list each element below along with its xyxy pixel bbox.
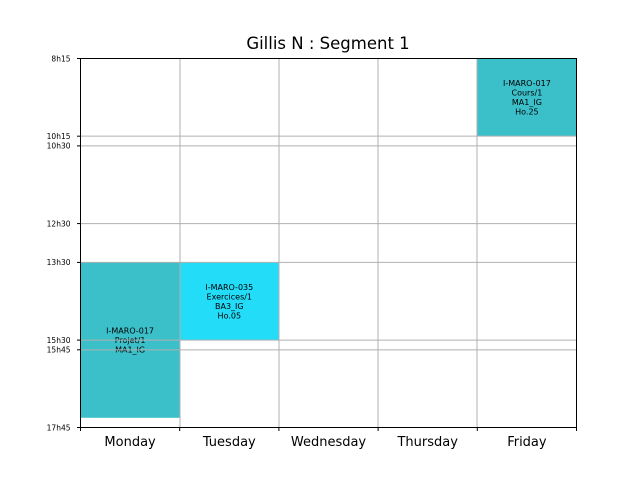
event-rect: [477, 58, 577, 137]
events-layer: I-MARO-017Cours/1MA1_IGHo.25I-MARO-017Pr…: [80, 58, 577, 418]
event-label-line: I-MARO-017: [106, 327, 154, 336]
x-axis: Monday Tuesday Wednesday Thursday Friday: [80, 427, 577, 450]
event-label-line: Ho.25: [515, 108, 539, 117]
event-label-line: Ho.05: [218, 312, 242, 321]
y-tick-label: 12h30: [47, 219, 71, 228]
y-tick-label: 10h30: [47, 142, 71, 151]
y-tick-label: 8h15: [51, 54, 70, 63]
y-tick-label: 17h45: [47, 423, 71, 432]
y-tick-label: 10h15: [47, 132, 71, 141]
plot-frame: [80, 58, 577, 428]
event-rect: [179, 262, 279, 341]
event-label-line: Cours/1: [512, 89, 543, 98]
x-tick-label-thursday: Thursday: [396, 435, 458, 450]
event-label-line: BA3_IG: [215, 302, 244, 311]
x-tick-label-monday: Monday: [104, 435, 156, 450]
event-label-line: I-MARO-017: [503, 79, 551, 88]
event-label-line: I-MARO-035: [205, 283, 253, 292]
y-tick-label: 13h30: [47, 258, 71, 267]
y-tick-label: 15h30: [47, 336, 71, 345]
y-tick-label: 15h45: [47, 346, 71, 355]
chart-title: Gillis N : Segment 1: [246, 34, 409, 53]
event-label-line: MA1_IG: [512, 98, 542, 107]
x-tick-label-friday: Friday: [507, 435, 547, 450]
x-tick-label-tuesday: Tuesday: [202, 435, 256, 450]
x-tick-label-wednesday: Wednesday: [291, 435, 367, 450]
event-label-line: Exercices/1: [207, 293, 252, 302]
